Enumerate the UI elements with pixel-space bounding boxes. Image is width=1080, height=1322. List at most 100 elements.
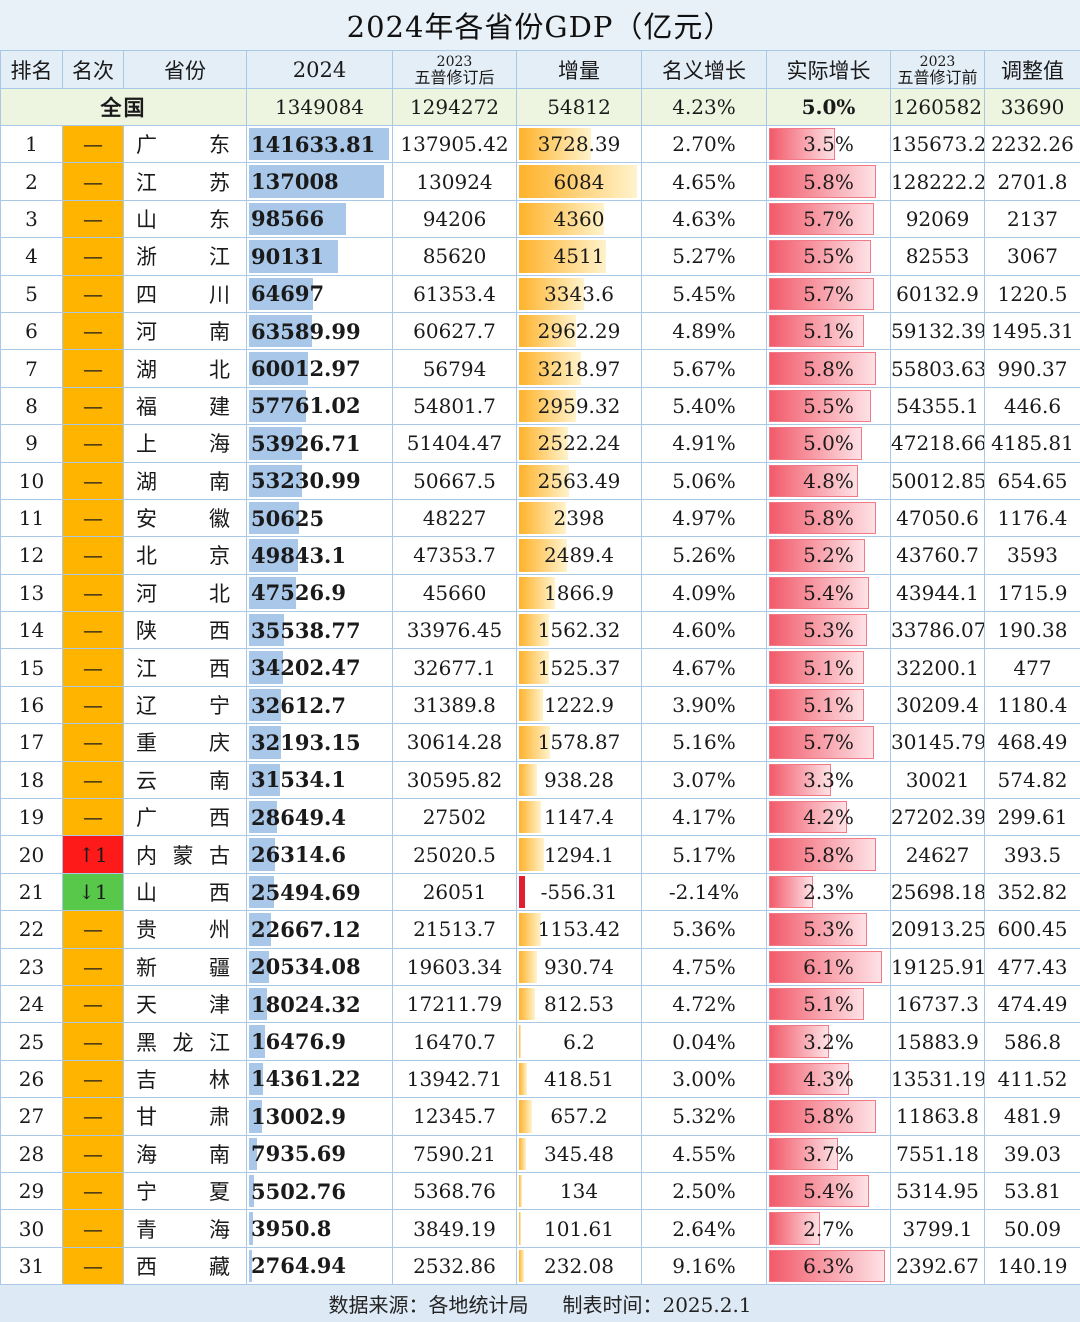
increase-bar <box>519 801 542 834</box>
gdp2024-bar <box>249 1212 253 1245</box>
province-name: 浙江 <box>125 241 246 271</box>
real-growth-bar <box>769 539 866 572</box>
increase-cell: 2563.49 <box>516 461 642 500</box>
real-growth-cell: 5.5% <box>766 386 891 426</box>
province-char: 古 <box>209 843 230 868</box>
rank-cell: 6 <box>0 311 63 351</box>
adjust-cell: 393.5 <box>984 835 1080 874</box>
gdp2024-bar <box>249 427 303 460</box>
gdp2024-cell: 35538.77 <box>246 611 393 650</box>
province-cell: 新疆 <box>123 947 247 986</box>
increase-bar <box>519 726 550 759</box>
real-growth-cell: 5.4% <box>766 573 891 613</box>
gdp2024-value: 14361.22 <box>251 1066 361 1092</box>
increase-cell: 2962.29 <box>516 311 642 351</box>
real-growth-cell: 5.8% <box>766 1097 891 1136</box>
adjust-cell: 190.38 <box>984 611 1080 650</box>
province-cell: 安徽 <box>123 498 247 538</box>
header-row: 排名 名次 省份 2024 2023 五普修订后 增量 名义增长 实际增长 20… <box>0 50 1080 89</box>
gdp2023-revised-cell: 7590.21 <box>392 1134 517 1173</box>
adjust-cell: 468.49 <box>984 723 1080 762</box>
real-growth-value: 4.2% <box>803 805 854 830</box>
table-row: 5— 四川 64697 61353.4 3343.6 5.45% 5.7% 60132.9 12… <box>0 274 1080 313</box>
gdp2024-value: 32193.15 <box>251 729 361 755</box>
gdp2024-cell: 53230.99 <box>246 461 393 500</box>
gdp2024-bar <box>249 651 283 684</box>
gdp2024-bar <box>249 950 270 983</box>
rank-cell: 23 <box>0 947 63 986</box>
province-cell: 四川 <box>123 274 247 313</box>
gdp2024-value: 16476.9 <box>251 1029 346 1055</box>
province-char: 甘 <box>136 1105 157 1130</box>
real-growth-cell: 3.3% <box>766 760 891 800</box>
nominal-growth-cell: 0.04% <box>641 1022 767 1061</box>
adjust-cell: 446.6 <box>984 386 1080 426</box>
increase-bar <box>519 614 550 647</box>
increase-value: 2962.29 <box>537 319 621 344</box>
rank-cell: 24 <box>0 984 63 1024</box>
gdp2024-value: 98566 <box>251 206 325 232</box>
increase-value: 1525.37 <box>537 655 621 680</box>
gdp2023-revised-cell: 2532.86 <box>392 1246 517 1286</box>
gdp2024-bar <box>249 128 389 161</box>
increase-bar <box>519 539 568 572</box>
province-char: 肃 <box>209 1105 230 1130</box>
real-growth-value: 3.2% <box>803 1029 854 1054</box>
gdp2024-bar <box>249 987 267 1021</box>
gdp2023-revised-cell: 54801.7 <box>392 386 517 426</box>
footer-source: 数据来源：各地统计局 <box>328 1293 529 1317</box>
gdp2023-revised-cell: 13942.71 <box>392 1059 517 1099</box>
rank-change-cell: — <box>62 573 124 613</box>
header-province: 省份 <box>123 50 247 89</box>
real-growth-value: 5.0% <box>803 431 854 456</box>
real-growth-bar <box>769 501 877 535</box>
increase-cell: 1578.87 <box>516 723 642 762</box>
increase-bar <box>519 1100 532 1133</box>
increase-value: 1222.9 <box>544 693 614 718</box>
real-growth-cell: 4.8% <box>766 461 891 500</box>
table-row: 2— 江苏 137008 130924 6084 4.65% 5.8% 128222.2 270… <box>0 162 1080 201</box>
real-growth-value: 3.7% <box>803 1141 854 1166</box>
real-growth-bar <box>769 614 868 647</box>
real-growth-cell: 5.8% <box>766 162 891 201</box>
nominal-growth-cell: 4.55% <box>641 1134 767 1173</box>
gdp2023-pre-cell: 59132.39 <box>890 311 985 351</box>
table-row: 29— 宁夏 5502.76 5368.76 134 2.50% 5.4% 5314.95 53… <box>0 1171 1080 1211</box>
province-name: 宁夏 <box>125 1176 246 1206</box>
province-cell: 河北 <box>123 573 247 613</box>
gdp2024-cell: 14361.22 <box>246 1059 393 1099</box>
increase-bar <box>519 389 577 423</box>
province-cell: 海南 <box>123 1134 247 1173</box>
real-growth-cell: 6.1% <box>766 947 891 986</box>
province-char: 河 <box>136 320 157 345</box>
province-cell: 内蒙古 <box>123 835 247 874</box>
gdp2023-pre-cell: 135673.2 <box>890 124 985 164</box>
increase-cell: 2398 <box>516 498 642 538</box>
header-rank: 排名 <box>0 50 63 89</box>
gdp2024-value: 57761.02 <box>251 393 361 419</box>
real-growth-value: 3.5% <box>803 132 854 157</box>
province-char: 山 <box>136 881 157 905</box>
increase-cell: 3343.6 <box>516 274 642 313</box>
nominal-growth-cell: 3.00% <box>641 1059 767 1099</box>
province-char: 西 <box>209 806 230 831</box>
province-char: 京 <box>209 544 230 569</box>
province-cell: 甘肃 <box>123 1097 247 1136</box>
gdp2024-cell: 20534.08 <box>246 947 393 986</box>
gdp2024-cell: 16476.9 <box>246 1022 393 1061</box>
rank-change-cell: — <box>62 162 124 201</box>
province-name: 新疆 <box>125 952 246 982</box>
increase-value: 2398 <box>553 506 605 531</box>
rank-change-cell: — <box>62 1134 124 1173</box>
real-growth-bar <box>769 987 864 1021</box>
real-growth-cell: 5.7% <box>766 274 891 313</box>
province-cell: 湖北 <box>123 349 247 388</box>
gdp2024-value: 20534.08 <box>251 954 361 980</box>
rank-change-cell: — <box>62 1171 124 1211</box>
province-char: 海 <box>136 1142 157 1167</box>
real-growth-bar <box>769 427 862 460</box>
adjust-cell: 474.49 <box>984 984 1080 1024</box>
real-growth-cell: 3.2% <box>766 1022 891 1061</box>
nominal-growth-cell: 4.91% <box>641 424 767 463</box>
chart-title: 2024年各省份GDP（亿元） <box>0 0 1080 51</box>
